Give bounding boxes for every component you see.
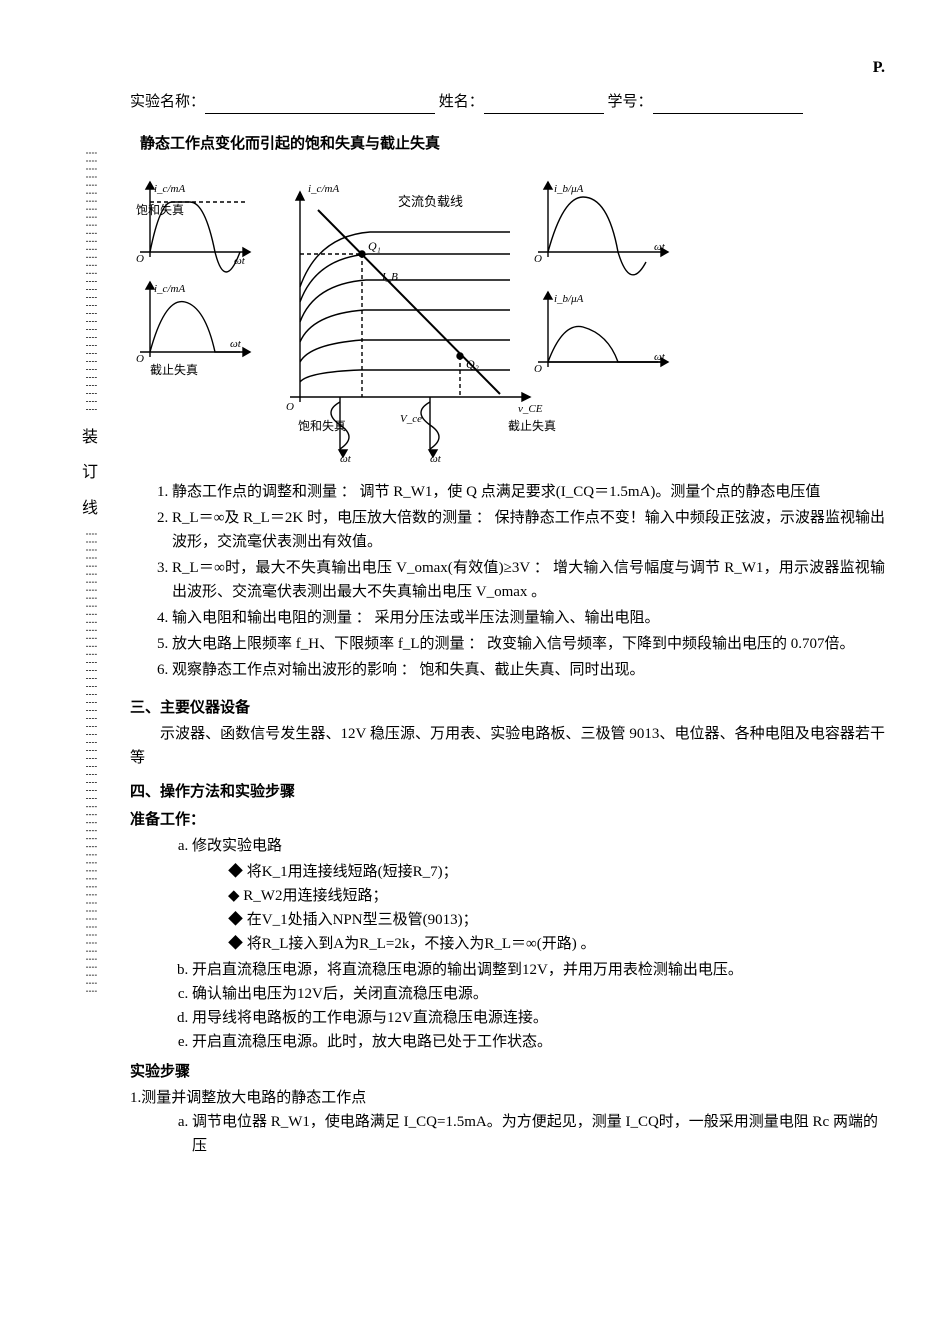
prep-a-text: 修改实验电路	[192, 838, 282, 854]
diamond-item: 在V_1处插入NPN型三极管(9013)；	[228, 908, 885, 932]
fig-label-ib-ua-2: i_b/μA	[554, 293, 584, 305]
prep-item-e: 开启直流稳压电源。此时，放大电路已处于工作状态。	[192, 1030, 885, 1054]
fig-label-sat-1: 饱和失真	[136, 202, 184, 217]
fig-label-O-1: O	[136, 253, 144, 265]
distortion-figure: i_c/mA 饱和失真 O ωt i_c/mA O	[130, 162, 885, 462]
label-student-id: 学号：	[608, 94, 653, 110]
prep-item-b: 开启直流稳压电源，将直流稳压电源的输出调整到12V，并用万用表检测输出电压。	[192, 958, 885, 982]
fig-label-ic-ma: i_c/mA	[154, 183, 185, 195]
section-3-heading: 三、主要仪器设备	[130, 696, 885, 720]
list-item: 静态工作点的调整和测量 ： 调节 R_W1，使 Q 点满足要求(I_CQ＝1.5…	[172, 480, 885, 504]
label-person-name: 姓名：	[439, 94, 484, 110]
list-item: 观察静态工作点对输出波形的影响 ： 饱和失真、截止失真、同时出现。	[172, 658, 885, 682]
fig-label-Q1: Q₁	[368, 239, 381, 253]
distortion-svg: i_c/mA 饱和失真 O ωt i_c/mA O	[130, 162, 690, 462]
step-1-list: 调节电位器 R_W1，使电路满足 I_CQ=1.5mA。为方便起见，测量 I_C…	[130, 1110, 885, 1158]
steps-label: 实验步骤	[130, 1060, 885, 1084]
main-numbered-list: 静态工作点的调整和测量 ： 调节 R_W1，使 Q 点满足要求(I_CQ＝1.5…	[130, 480, 885, 682]
binding-char-2: 订	[82, 460, 96, 486]
prep-label: 准备工作：	[130, 808, 885, 832]
binding-column: ┊┊┊┊┊┊┊┊┊┊┊┊┊┊┊┊┊┊┊┊┊┊┊┊┊┊┊┊┊┊┊┊┊ 装 订 线 …	[82, 150, 96, 997]
prep-item-c: 确认输出电压为12V后，关闭直流稳压电源。	[192, 982, 885, 1006]
blank-person-name	[484, 98, 604, 115]
fig-label-ib-ua-1: i_b/μA	[554, 183, 584, 195]
binding-char-1: 装	[82, 425, 96, 451]
fig-label-cut-2: 截止失真	[508, 418, 556, 433]
blank-student-id	[653, 98, 803, 115]
fig-label-O-3: O	[534, 253, 542, 265]
fig-label-ac-load: 交流负载线	[398, 194, 463, 209]
fig-label-O-4: O	[534, 363, 542, 375]
diamond-item: R_W2用连接线短路；	[228, 884, 885, 908]
fig-label-cut-1: 截止失真	[150, 362, 198, 377]
list-item: R_L＝∞时，最大不失真输出电压 V_omax(有效值)≥3V ： 增大输入信号…	[172, 556, 885, 604]
list-item: 放大电路上限频率 f_H、下限频率 f_L的测量 ： 改变输入信号频率，下降到中…	[172, 632, 885, 656]
section-4-heading: 四、操作方法和实验步骤	[130, 780, 885, 804]
prep-item-d: 用导线将电路板的工作电源与12V直流稳压电源连接。	[192, 1006, 885, 1030]
prep-list: 修改实验电路 将K_1用连接线短路(短接R_7)； R_W2用连接线短路； 在V…	[130, 834, 885, 1054]
section-3-body: 示波器、函数信号发生器、12V 稳压源、万用表、实验电路板、三极管 9013、电…	[130, 722, 885, 770]
list-item: 输入电阻和输出电阻的测量 ： 采用分压法或半压法测量输入、输出电阻。	[172, 606, 885, 630]
prep-item-a: 修改实验电路 将K_1用连接线短路(短接R_7)； R_W2用连接线短路； 在V…	[192, 834, 885, 956]
binding-dots-1: ┊┊┊┊┊┊┊┊┊┊┊┊┊┊┊┊┊┊┊┊┊┊┊┊┊┊┊┊┊┊┊┊┊	[82, 150, 98, 415]
diamond-item: 将R_L接入到A为R_L=2k，不接入为R_L＝∞(开路) 。	[228, 932, 885, 956]
fig-label-O-2: O	[136, 353, 144, 365]
fig-label-O-c: O	[286, 401, 294, 413]
fig-label-wt-3: ωt	[654, 241, 666, 253]
fig-label-IB: I_B	[381, 271, 398, 283]
fig-label-wt-2: ωt	[230, 338, 242, 350]
label-experiment-name: 实验名称：	[130, 94, 205, 110]
figure-title: 静态工作点变化而引起的饱和失真与截止失真	[140, 132, 885, 156]
blank-experiment-name	[205, 98, 435, 115]
step-1-a: 调节电位器 R_W1，使电路满足 I_CQ=1.5mA。为方便起见，测量 I_C…	[192, 1110, 885, 1158]
binding-char-3: 线	[82, 496, 96, 522]
list-item: R_L＝∞及 R_L＝2K 时，电压放大倍数的测量 ： 保持静态工作点不变！输入…	[172, 506, 885, 554]
fig-label-ic-ma-2: i_c/mA	[154, 283, 185, 295]
header-line: 实验名称： 姓名： 学号：	[130, 90, 885, 114]
fig-label-wt-1: ωt	[234, 255, 246, 267]
fig-label-Q2: Q₂	[466, 357, 479, 371]
fig-label-sat-2: 饱和失真	[298, 418, 346, 433]
fig-label-wt-4: ωt	[654, 351, 666, 363]
binding-dots-2: ┊┊┊┊┊┊┊┊┊┊┊┊┊┊┊┊┊┊┊┊┊┊┊┊┊┊┊┊┊┊┊┊┊┊┊┊┊┊┊┊…	[82, 531, 98, 996]
fig-label-Vce: V_ce	[400, 413, 422, 425]
page-number: P.	[873, 55, 885, 81]
prep-a-sublist: 将K_1用连接线短路(短接R_7)； R_W2用连接线短路； 在V_1处插入NP…	[228, 860, 885, 956]
fig-label-vce: v_CE	[518, 403, 543, 415]
step-1-title: 1.测量并调整放大电路的静态工作点	[130, 1086, 885, 1110]
diamond-item: 将K_1用连接线短路(短接R_7)；	[228, 860, 885, 884]
fig-label-ic-ma-3: i_c/mA	[308, 183, 339, 195]
page-root: P. 实验名称： 姓名： 学号： ┊┊┊┊┊┊┊┊┊┊┊┊┊┊┊┊┊┊┊┊┊┊┊…	[0, 0, 945, 1337]
